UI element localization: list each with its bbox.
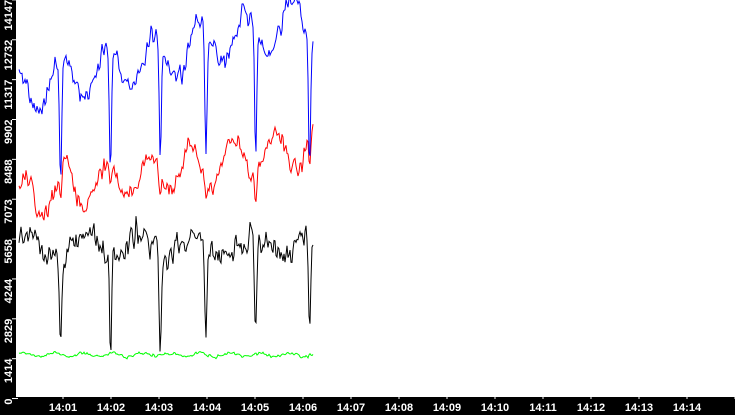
svg-text:14:05: 14:05	[241, 402, 269, 414]
svg-text:11317: 11317	[3, 80, 15, 110]
svg-text:14:07: 14:07	[337, 402, 365, 414]
svg-text:14:09: 14:09	[433, 402, 461, 414]
svg-text:5658: 5658	[3, 239, 15, 263]
svg-text:4244: 4244	[3, 278, 15, 303]
svg-text:2829: 2829	[3, 319, 15, 343]
svg-text:14:13: 14:13	[625, 402, 653, 414]
svg-text:14:06: 14:06	[289, 402, 317, 414]
svg-text:14:04: 14:04	[193, 402, 222, 414]
svg-text:14:10: 14:10	[481, 402, 509, 414]
svg-text:14:03: 14:03	[145, 402, 173, 414]
svg-text:14:01: 14:01	[49, 402, 77, 414]
svg-text:12732: 12732	[3, 40, 15, 71]
svg-text:1414: 1414	[3, 358, 15, 383]
svg-text:14:08: 14:08	[385, 402, 413, 414]
svg-text:14:14: 14:14	[673, 402, 702, 414]
svg-text:14147: 14147	[3, 0, 15, 30]
svg-text:8488: 8488	[3, 159, 15, 183]
svg-text:7073: 7073	[3, 199, 15, 223]
svg-text:14:02: 14:02	[97, 402, 125, 414]
svg-text:14:12: 14:12	[577, 402, 605, 414]
svg-text:9902: 9902	[3, 120, 15, 144]
svg-text:0: 0	[3, 399, 15, 405]
svg-text:14:11: 14:11	[529, 402, 557, 414]
